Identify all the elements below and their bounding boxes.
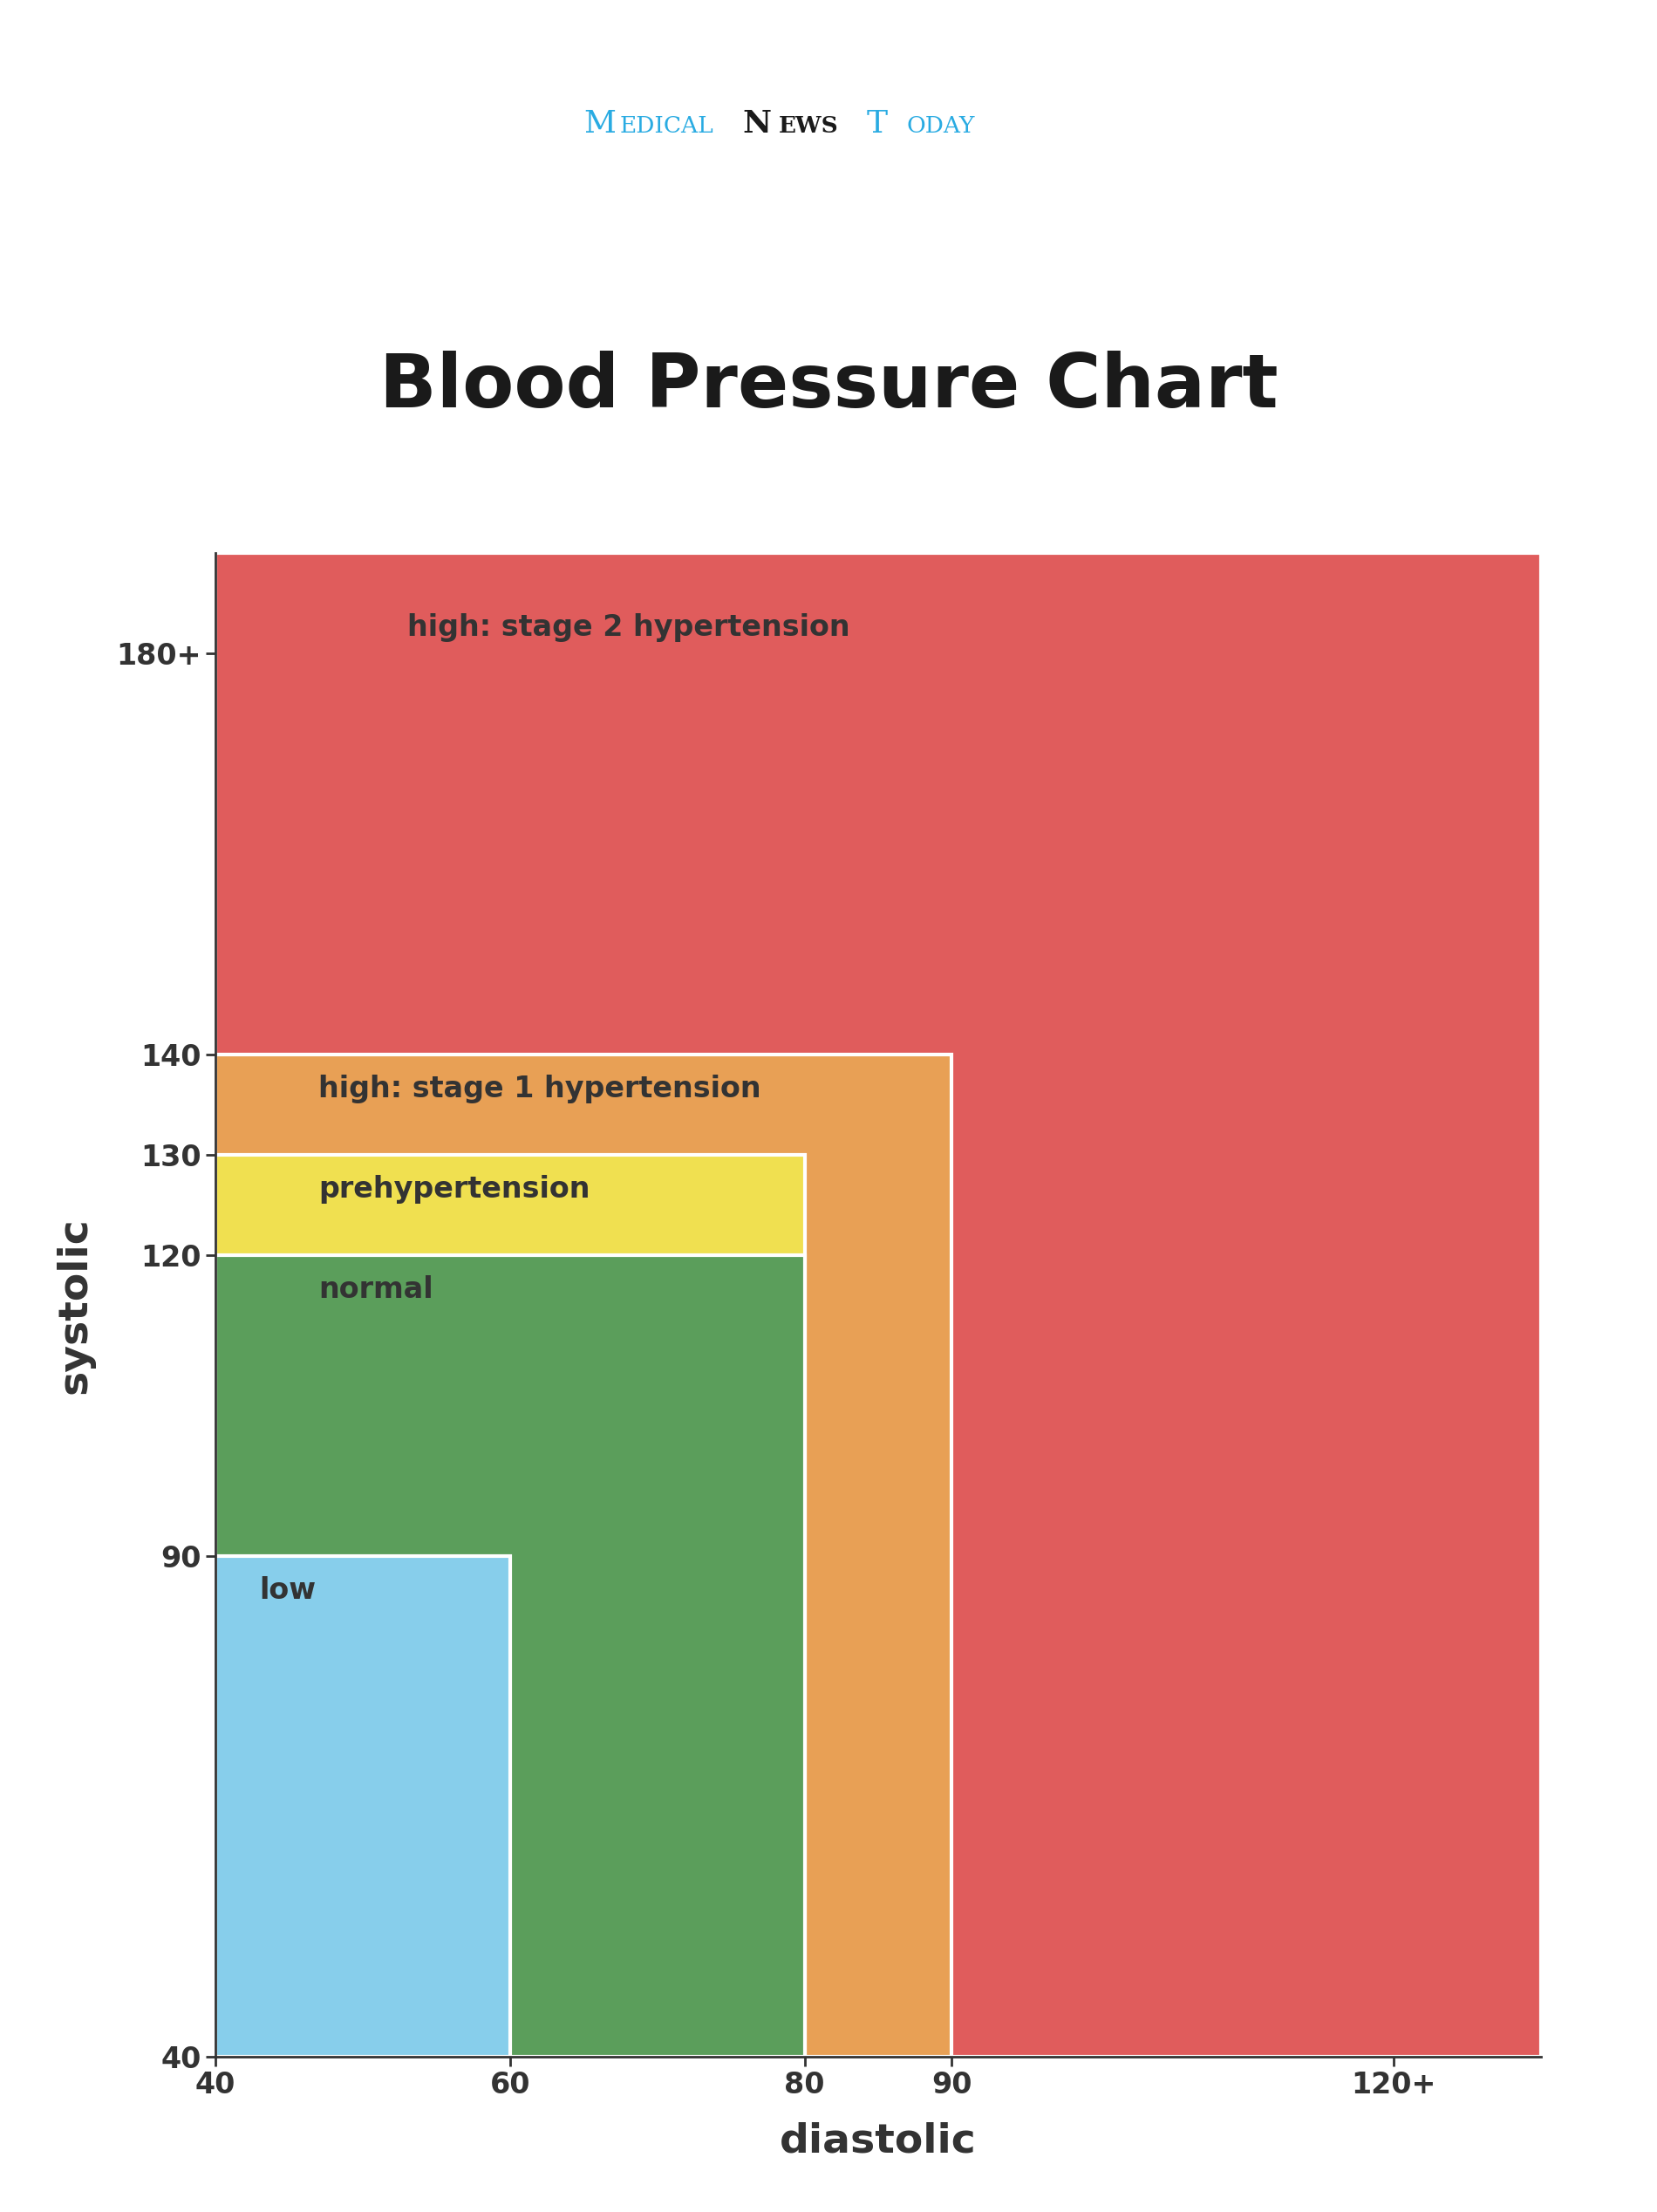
Bar [215, 1555, 510, 2057]
X-axis label: diastolic: diastolic [780, 2121, 976, 2161]
Text: high: stage 1 hypertension: high: stage 1 hypertension [318, 1075, 761, 1104]
Text: M: M [583, 108, 615, 139]
Text: Blood Pressure Chart: Blood Pressure Chart [379, 352, 1278, 422]
Bar [215, 1155, 805, 2057]
Text: normal: normal [318, 1274, 432, 1303]
Text: high: stage 2 hypertension: high: stage 2 hypertension [408, 613, 850, 641]
Text: low: low [260, 1575, 316, 1604]
Bar [215, 1055, 951, 2057]
Bar [215, 1254, 805, 2057]
Y-axis label: systolic: systolic [55, 1217, 94, 1394]
Text: N: N [742, 108, 771, 139]
Text: EWS: EWS [779, 115, 838, 137]
Text: EDICAL: EDICAL [620, 115, 714, 137]
Text: T: T [867, 108, 888, 139]
Text: ODAY: ODAY [906, 115, 974, 137]
Text: prehypertension: prehypertension [318, 1175, 590, 1203]
